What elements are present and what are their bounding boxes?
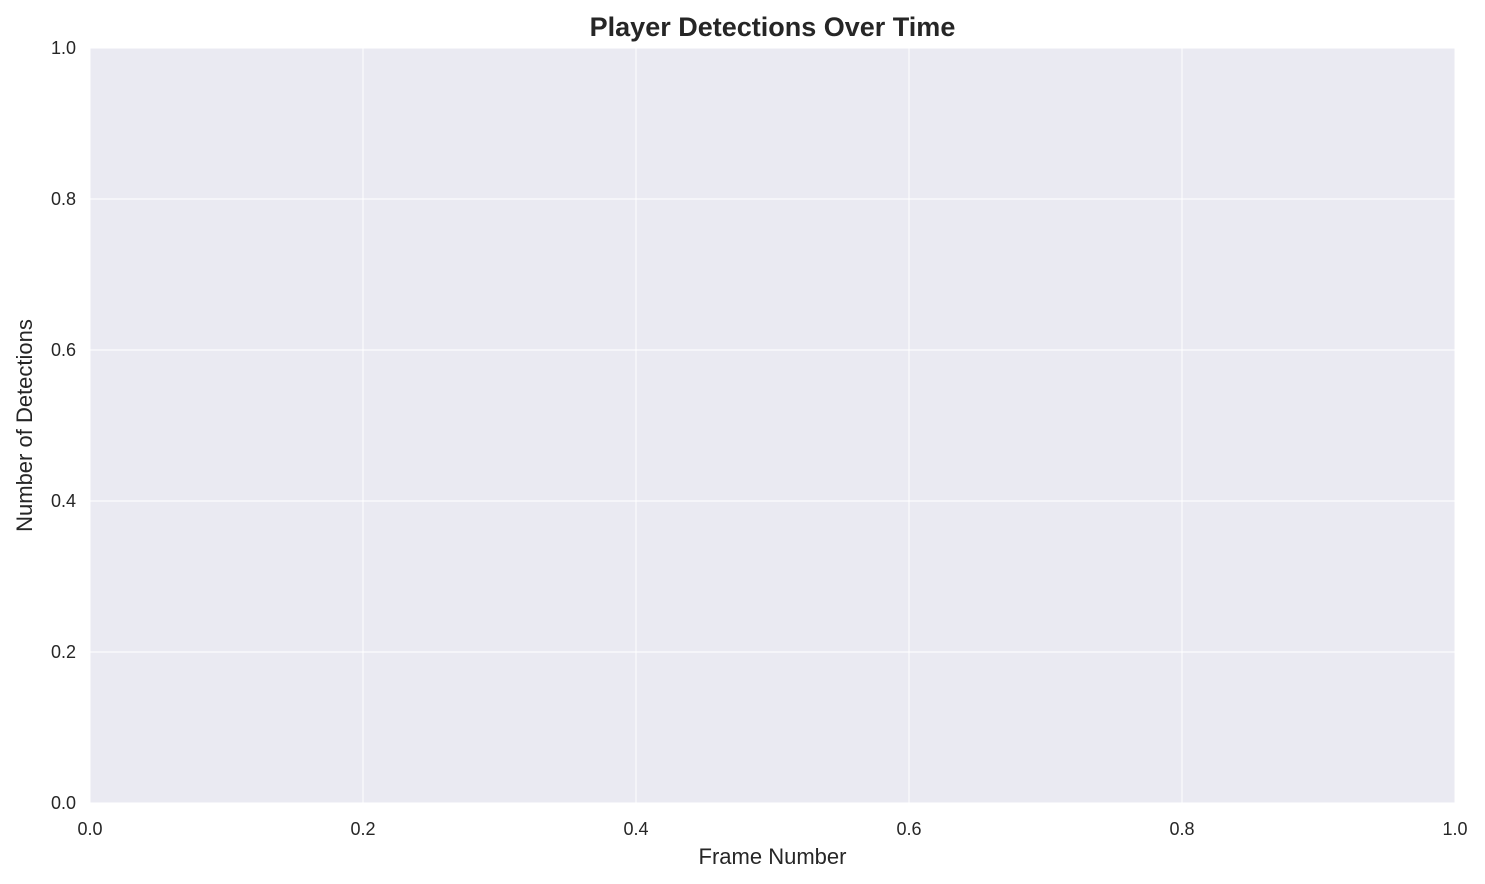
y-tick-label: 0.2	[51, 642, 76, 662]
x-tick-label: 0.4	[623, 819, 648, 839]
x-tick-label: 0.8	[1169, 819, 1194, 839]
x-tick-label: 0.0	[77, 819, 102, 839]
x-tick-label: 1.0	[1442, 819, 1467, 839]
x-tick-label: 0.6	[896, 819, 921, 839]
plot-area	[90, 48, 1455, 803]
y-tick-label: 1.0	[51, 38, 76, 58]
y-axis-label: Number of Detections	[12, 319, 37, 532]
y-tick-label: 0.0	[51, 793, 76, 813]
x-tick-label: 0.2	[350, 819, 375, 839]
chart-title: Player Detections Over Time	[590, 12, 956, 42]
y-axis-ticks: 0.0 0.2 0.4 0.6 0.8 1.0	[51, 38, 76, 813]
y-tick-label: 0.4	[51, 491, 76, 511]
x-axis-label: Frame Number	[699, 844, 847, 869]
x-axis-ticks: 0.0 0.2 0.4 0.6 0.8 1.0	[77, 819, 1467, 839]
y-tick-label: 0.8	[51, 189, 76, 209]
y-tick-label: 0.6	[51, 340, 76, 360]
grid	[89, 47, 1456, 804]
